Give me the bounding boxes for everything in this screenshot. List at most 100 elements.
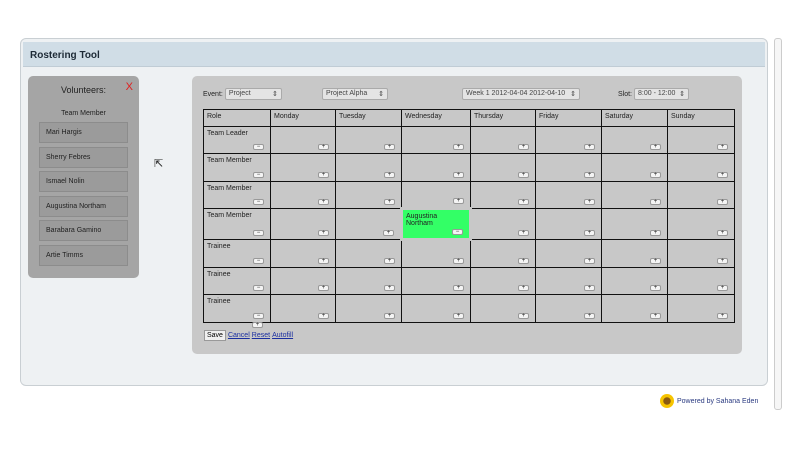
volunteer-item[interactable]: Barabara Gamino (39, 220, 128, 242)
remove-button[interactable]: − (253, 144, 264, 150)
add-button[interactable]: + (650, 199, 661, 205)
remove-button[interactable]: − (253, 199, 264, 205)
remove-button[interactable]: − (253, 258, 264, 264)
slot-cell[interactable]: + (335, 239, 402, 268)
remove-button[interactable]: − (253, 230, 264, 236)
add-button[interactable]: + (318, 313, 329, 319)
slot-cell[interactable]: + (335, 267, 402, 295)
add-button[interactable]: + (384, 199, 395, 205)
add-button[interactable]: + (518, 285, 529, 291)
slot-cell[interactable]: + (535, 181, 602, 209)
slot-cell[interactable]: + (535, 267, 602, 295)
add-button[interactable]: + (318, 285, 329, 291)
cancel-link[interactable]: Cancel (227, 332, 250, 339)
autofill-link[interactable]: Autofill (272, 332, 294, 339)
add-button[interactable]: + (518, 144, 529, 150)
add-button[interactable]: + (650, 258, 661, 264)
slot-cell[interactable]: + (401, 126, 471, 154)
assigned-cell[interactable]: Augustina Northam − (400, 207, 472, 241)
slot-cell[interactable]: + (667, 126, 735, 154)
volunteer-item[interactable]: Augustina Northam (39, 195, 128, 217)
add-row-button[interactable]: + (252, 322, 263, 328)
add-button[interactable]: + (584, 285, 595, 291)
add-button[interactable]: + (584, 199, 595, 205)
close-icon[interactable]: X (125, 81, 133, 93)
add-button[interactable]: + (650, 230, 661, 236)
add-button[interactable]: + (650, 172, 661, 178)
add-button[interactable]: + (518, 172, 529, 178)
volunteer-item[interactable]: Ismael Nolin (39, 171, 128, 193)
slot-cell[interactable]: + (470, 153, 536, 182)
add-button[interactable]: + (318, 144, 329, 150)
slot-cell[interactable]: + (535, 208, 602, 240)
add-button[interactable]: + (584, 172, 595, 178)
volunteer-item[interactable]: Mari Hargis (39, 122, 128, 143)
add-button[interactable]: + (318, 172, 329, 178)
slot-cell[interactable]: + (335, 208, 402, 240)
add-button[interactable]: + (518, 230, 529, 236)
slot-cell[interactable]: + (401, 181, 471, 209)
volunteer-item[interactable]: Sherry Febres (39, 146, 128, 168)
volunteer-item[interactable]: Artie Timms (39, 245, 128, 266)
add-button[interactable]: + (650, 144, 661, 150)
slot-cell[interactable]: + (335, 181, 402, 209)
slot-cell[interactable]: + (470, 208, 536, 240)
add-button[interactable]: + (584, 144, 595, 150)
event-select[interactable]: Project (224, 88, 282, 100)
slot-cell[interactable]: + (401, 239, 471, 268)
slot-cell[interactable]: + (667, 267, 735, 295)
add-button[interactable]: + (453, 258, 464, 264)
slot-cell[interactable]: + (401, 153, 471, 182)
add-button[interactable]: + (650, 313, 661, 319)
slot-cell[interactable]: + (535, 153, 602, 182)
slot-cell[interactable]: + (270, 208, 336, 240)
slot-cell[interactable]: + (601, 294, 668, 323)
scrollbar[interactable] (774, 38, 782, 410)
slot-cell[interactable]: + (470, 126, 536, 154)
remove-button[interactable]: − (452, 229, 463, 235)
week-select[interactable]: Week 1 2012-04-04 2012-04-10 (462, 88, 580, 100)
slot-cell[interactable]: + (401, 294, 471, 323)
slot-cell[interactable]: + (270, 181, 336, 209)
slot-cell[interactable]: + (601, 181, 668, 209)
slot-cell[interactable]: + (667, 208, 735, 240)
slot-cell[interactable]: + (535, 239, 602, 268)
slot-cell[interactable]: + (270, 294, 336, 323)
reset-link[interactable]: Reset (251, 332, 271, 339)
add-button[interactable]: + (717, 285, 728, 291)
project-select[interactable]: Project Alpha (322, 88, 388, 100)
add-button[interactable]: + (650, 285, 661, 291)
slot-cell[interactable]: + (601, 239, 668, 268)
add-button[interactable]: + (318, 230, 329, 236)
save-button[interactable]: Save (204, 330, 226, 341)
slot-cell[interactable]: + (401, 267, 471, 295)
slot-cell[interactable]: + (667, 239, 735, 268)
remove-button[interactable]: − (253, 172, 264, 178)
slot-cell[interactable]: + (270, 153, 336, 182)
slot-cell[interactable]: + (470, 267, 536, 295)
slot-cell[interactable]: + (601, 208, 668, 240)
add-button[interactable]: + (383, 230, 394, 236)
slot-cell[interactable]: + (667, 294, 735, 323)
add-button[interactable]: + (318, 199, 329, 205)
add-button[interactable]: + (518, 313, 529, 319)
add-button[interactable]: + (453, 285, 464, 291)
slot-cell[interactable]: + (667, 153, 735, 182)
slot-cell[interactable]: + (335, 153, 402, 182)
slot-cell[interactable]: + (601, 126, 668, 154)
add-button[interactable]: + (453, 313, 464, 319)
slot-cell[interactable]: + (470, 294, 536, 323)
add-button[interactable]: + (453, 144, 464, 150)
add-button[interactable]: + (384, 313, 395, 319)
slot-cell[interactable]: + (270, 126, 336, 154)
slot-cell[interactable]: + (470, 239, 536, 268)
add-button[interactable]: + (453, 172, 464, 178)
slot-cell[interactable]: + (601, 267, 668, 295)
remove-button[interactable]: − (253, 285, 264, 291)
slot-cell[interactable]: + (601, 153, 668, 182)
slot-cell[interactable]: + (535, 126, 602, 154)
add-button[interactable]: + (717, 230, 728, 236)
add-button[interactable]: + (717, 313, 728, 319)
slot-cell[interactable]: + (270, 267, 336, 295)
add-button[interactable]: + (453, 198, 464, 204)
